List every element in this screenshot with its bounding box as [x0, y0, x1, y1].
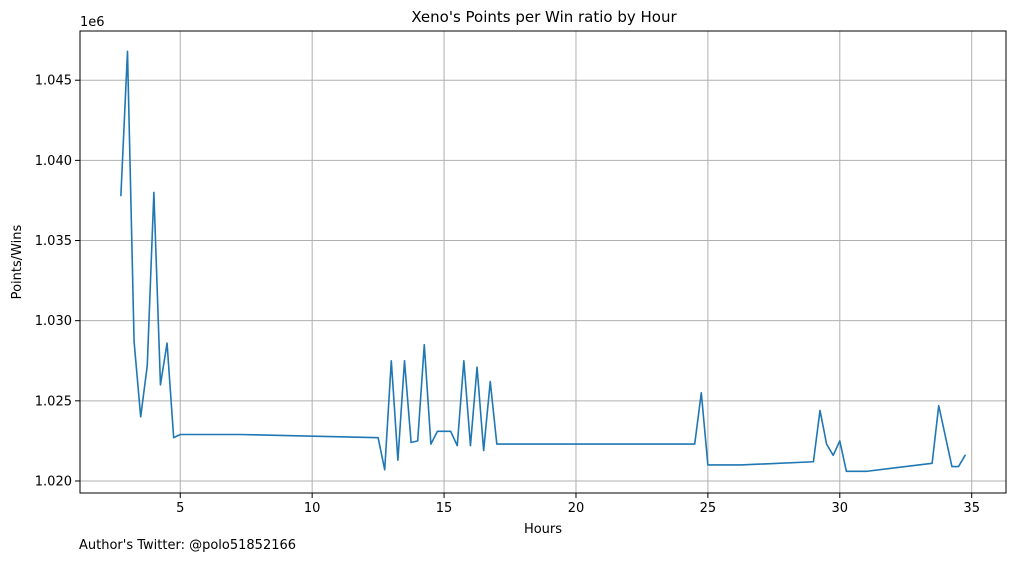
chart-title: Xeno's Points per Win ratio by Hour — [411, 8, 677, 26]
y-tick-label: 1.020 — [35, 474, 72, 489]
x-tick-label: 15 — [436, 501, 453, 516]
author-twitter-note: Author's Twitter: @polo51852166 — [79, 538, 297, 553]
x-tick-label: 25 — [700, 501, 717, 516]
y-axis-offset-label: 1e6 — [80, 15, 105, 30]
series-line — [120, 50, 966, 473]
y-tick-label: 1.035 — [35, 234, 72, 249]
x-axis-label: Hours — [524, 522, 562, 537]
y-tick-label: 1.040 — [35, 154, 72, 169]
x-tick-label: 20 — [568, 501, 585, 516]
x-axis: 5 10 15 20 25 30 35 — [176, 493, 980, 516]
y-tick-label: 1.025 — [35, 394, 72, 409]
y-axis: 1.020 1.025 1.030 1.035 1.040 1.045 — [35, 74, 80, 489]
series-layer — [120, 50, 966, 473]
x-tick-label: 5 — [176, 501, 184, 516]
x-tick-label: 35 — [963, 501, 980, 516]
y-tick-label: 1.030 — [35, 314, 72, 329]
y-axis-label: Points/Wins — [10, 224, 25, 299]
y-tick-label: 1.045 — [35, 74, 72, 89]
grid — [80, 31, 1006, 493]
x-tick-label: 10 — [304, 501, 321, 516]
x-tick-label: 30 — [832, 501, 849, 516]
plot-frame — [79, 30, 1007, 494]
